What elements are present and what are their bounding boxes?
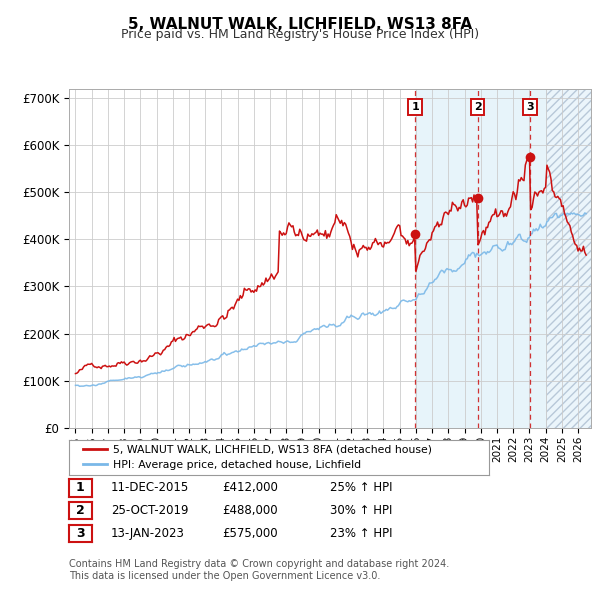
Text: Price paid vs. HM Land Registry's House Price Index (HPI): Price paid vs. HM Land Registry's House …: [121, 28, 479, 41]
Text: 2: 2: [474, 102, 482, 112]
Text: 2: 2: [76, 504, 85, 517]
Bar: [415, 88, 545, 428]
Text: £488,000: £488,000: [222, 504, 278, 517]
Text: 5, WALNUT WALK, LICHFIELD, WS13 8FA: 5, WALNUT WALK, LICHFIELD, WS13 8FA: [128, 17, 472, 31]
Bar: [545, 88, 591, 428]
Legend: 5, WALNUT WALK, LICHFIELD, WS13 8FA (detached house), HPI: Average price, detach: 5, WALNUT WALK, LICHFIELD, WS13 8FA (det…: [79, 440, 437, 474]
Text: £412,000: £412,000: [222, 481, 278, 494]
Text: 23% ↑ HPI: 23% ↑ HPI: [330, 527, 392, 540]
Text: 13-JAN-2023: 13-JAN-2023: [111, 527, 185, 540]
Text: £575,000: £575,000: [222, 527, 278, 540]
Text: 11-DEC-2015: 11-DEC-2015: [111, 481, 189, 494]
Text: 1: 1: [411, 102, 419, 112]
Text: 25% ↑ HPI: 25% ↑ HPI: [330, 481, 392, 494]
Text: Contains HM Land Registry data © Crown copyright and database right 2024.
This d: Contains HM Land Registry data © Crown c…: [69, 559, 449, 581]
Text: 3: 3: [76, 527, 85, 540]
Text: 25-OCT-2019: 25-OCT-2019: [111, 504, 188, 517]
Text: 3: 3: [526, 102, 534, 112]
Text: 30% ↑ HPI: 30% ↑ HPI: [330, 504, 392, 517]
Text: 1: 1: [76, 481, 85, 494]
Bar: [545, 88, 591, 428]
